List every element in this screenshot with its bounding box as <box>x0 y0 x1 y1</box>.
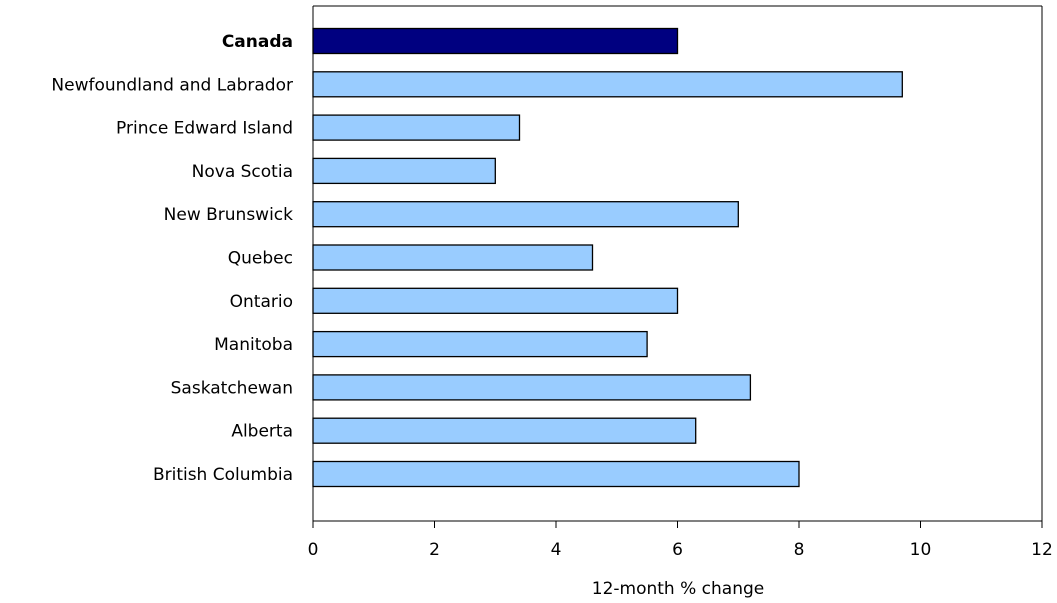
category-label: Saskatchewan <box>171 378 293 398</box>
x-tick-label: 10 <box>910 540 932 560</box>
bar-alberta <box>312 417 697 444</box>
category-label: Prince Edward Island <box>116 119 293 139</box>
bar-saskatchewan <box>312 374 752 401</box>
category-label: Manitoba <box>214 335 293 355</box>
bar-ontario <box>312 287 679 314</box>
bar-british-columbia <box>312 460 800 488</box>
x-tick-label: 8 <box>794 540 805 560</box>
bar-quebec <box>312 244 594 271</box>
bars <box>312 27 903 488</box>
category-label: Newfoundland and Labrador <box>51 75 293 95</box>
category-label: Nova Scotia <box>192 162 293 182</box>
category-label: British Columbia <box>153 465 293 485</box>
x-tick-label: 4 <box>551 540 562 560</box>
category-label: New Brunswick <box>164 205 294 225</box>
x-tick-label: 12 <box>1031 540 1053 560</box>
x-tick-label: 6 <box>672 540 683 560</box>
x-tick-label: 2 <box>429 540 440 560</box>
x-axis-title: 12-month % change <box>592 579 764 599</box>
bar-prince-edward-island <box>312 114 521 141</box>
category-label: Alberta <box>231 422 293 442</box>
category-label: Ontario <box>230 292 293 312</box>
bar-canada <box>312 27 679 55</box>
bar-newfoundland-and-labrador <box>312 71 903 98</box>
bar-manitoba <box>312 330 648 358</box>
bar-new-brunswick <box>312 201 739 228</box>
category-labels: Canada Newfoundland and Labrador Prince Ed… <box>51 32 293 485</box>
x-tick-label: 0 <box>308 540 319 560</box>
x-axis: 0 2 4 6 8 10 12 <box>308 520 1053 560</box>
category-label: Quebec <box>228 249 293 269</box>
bar-nova-scotia <box>312 157 496 185</box>
category-label: Canada <box>222 32 293 52</box>
